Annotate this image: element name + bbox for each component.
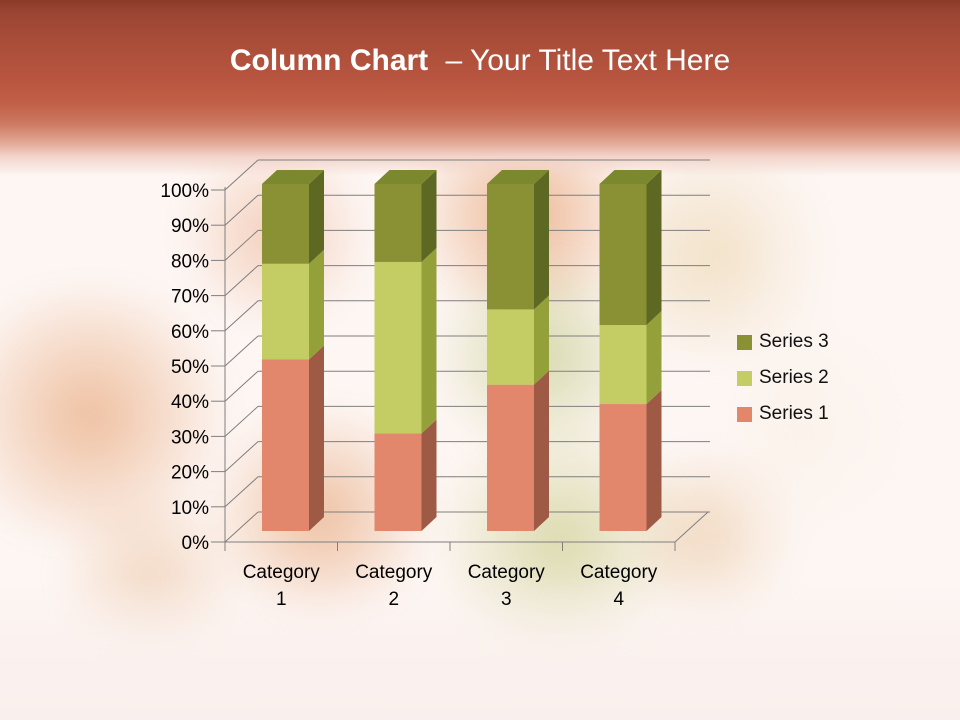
bar-segment-top (374, 170, 437, 184)
y-axis-tick-label: 30% (171, 427, 209, 448)
y-axis-tick-label: 90% (171, 216, 209, 237)
gridline-depth-connector (224, 511, 259, 543)
slide-title-bold: Column Chart (229, 44, 429, 77)
bar-segment-side (534, 295, 549, 385)
bar-segment-front-series-1 (487, 384, 534, 531)
gridline-depth-connector (224, 406, 259, 437)
gridline-depth-connector (224, 194, 259, 226)
bar-segment-side (646, 311, 662, 405)
bar-segment-front-series-2 (599, 325, 647, 405)
legend-swatch (737, 334, 752, 350)
x-axis-category-label: Category 3 (468, 562, 546, 610)
bar-segment-front-series-1 (374, 433, 422, 531)
legend-label: Series 1 (759, 403, 829, 424)
legend-item: Series 2 (737, 367, 829, 389)
legend-label: Series 2 (759, 367, 829, 388)
slide-header-banner (0, 0, 960, 176)
y-axis-tick-label: 60% (171, 322, 209, 343)
gridline-depth-connector (224, 441, 259, 472)
bar-segment-side (421, 419, 437, 531)
gridline-depth-connector (224, 370, 259, 402)
gridline-depth-connector (224, 476, 259, 508)
slide-title-regular: – Your Title Text Here (445, 44, 731, 77)
legend-swatch (737, 370, 752, 386)
x-axis-category-label: Category 1 (243, 562, 321, 610)
bar-segment-side (534, 170, 549, 310)
bar-segment-side (421, 247, 437, 434)
bar-segment-top (487, 170, 549, 184)
bar-segment-front-series-2 (374, 261, 422, 434)
bar-segment-front-series-2 (262, 263, 309, 360)
legend-swatch (737, 406, 752, 422)
bar-segment-top (262, 170, 324, 184)
bar-segment-side (646, 390, 662, 531)
y-axis-tick-label: 40% (171, 392, 209, 413)
y-axis-tick-label: 100% (160, 181, 209, 202)
bar-segment-side (646, 170, 662, 326)
gridline-depth-connector (224, 159, 259, 191)
bar-segment-side (534, 370, 549, 531)
bar-segment-side (421, 170, 437, 262)
legend-label: Series 3 (759, 331, 829, 352)
legend-item: Series 1 (737, 403, 829, 425)
gridline-depth-connector (224, 300, 259, 332)
gridline-depth-connector (224, 335, 259, 367)
legend-item: Series 3 (737, 331, 829, 353)
bar-segment-front-series-3 (599, 184, 647, 326)
bar-segment-front-series-3 (374, 184, 422, 262)
bar-segment-top (599, 170, 662, 184)
y-axis-tick-label: 20% (171, 463, 209, 484)
bar-segment-front-series-2 (487, 309, 534, 385)
y-axis-tick-label: 0% (182, 533, 210, 554)
slide-title: Column Chart – Your Title Text Here (0, 42, 960, 80)
gridline-depth-connector (224, 230, 259, 261)
bar-segment-front-series-1 (262, 359, 309, 531)
floor-right-edge (674, 511, 709, 543)
bar-segment-side (309, 170, 324, 264)
bar-segment-front-series-3 (262, 184, 309, 264)
chart-legend: Series 3 Series 2 Series 1 (737, 331, 829, 439)
bar-segment-side (309, 249, 324, 360)
bar-segment-front-series-3 (487, 184, 534, 310)
x-axis-category-label: Category 4 (580, 562, 658, 610)
gridline-depth-connector (224, 265, 259, 296)
y-axis-tick-label: 10% (171, 498, 209, 519)
bar-segment-front-series-1 (599, 404, 647, 531)
y-axis-tick-label: 70% (171, 287, 209, 308)
y-axis-tick-label: 80% (171, 251, 209, 272)
bar-segment-side (309, 345, 324, 531)
x-axis-category-label: Category 2 (355, 562, 433, 610)
y-axis-tick-label: 50% (171, 357, 209, 378)
